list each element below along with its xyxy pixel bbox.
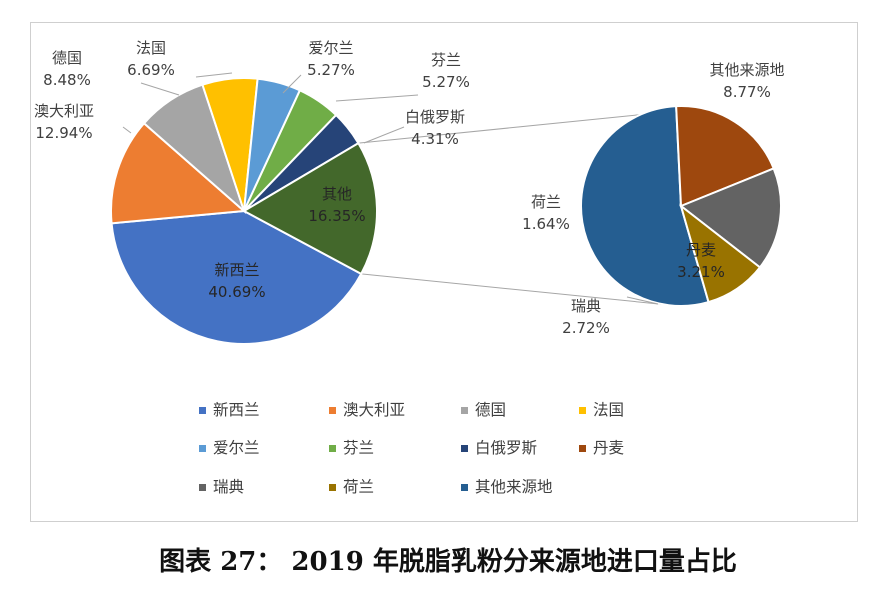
secondary-slice-e4b8b9e9baa6 — [675, 105, 775, 208]
legend-label: 芬兰 — [343, 439, 374, 457]
legend-swatch — [199, 445, 206, 452]
legend-swatch — [461, 445, 468, 452]
slice-label-e696b0e8a5bfe585b0: 新西兰 — [214, 261, 259, 279]
slice-label-e6b395e59bbd: 法国 — [136, 39, 166, 57]
legend-item-e788b1e5b094e585b0: 爱尔兰 — [199, 439, 260, 457]
leader-line-e7919ee585b8 — [626, 296, 659, 305]
slice-value-e6b395e59bbd: 6.69% — [127, 61, 175, 79]
legend-item-e585b6e4bb96e69da5e6ba90e59cb0: 其他来源地 — [461, 478, 553, 496]
legend-item-e88db7e585b0: 荷兰 — [329, 478, 374, 496]
slice-value-e6beb3e5a4a7e588a9e4ba9a: 12.94% — [35, 124, 92, 142]
secondary-slice-e7919ee585b8 — [679, 167, 782, 269]
legend-item-e88aace585b0: 芬兰 — [329, 439, 374, 457]
legend-label: 德国 — [475, 401, 506, 419]
connector-line-top — [358, 114, 641, 144]
legend-swatch — [329, 445, 336, 452]
legend-item-e7919ee585b8: 瑞典 — [199, 478, 244, 496]
main-slice-e696b0e8a5bfe585b0 — [110, 209, 363, 345]
leader-line-e88aace585b0 — [335, 94, 419, 102]
chart-frame: 新西兰 40.69% 澳大利亚 12.94% 德国 8.48% 法国 6.69% 爱尔兰 5.27… — [30, 22, 858, 522]
pie-of-pie-chart: 新西兰 40.69% 澳大利亚 12.94% 德国 8.48% 法国 6.69% 爱尔兰 5.27… — [34, 39, 785, 496]
legend-label: 法国 — [593, 401, 624, 419]
secondary-slice-e88db7e585b0 — [679, 203, 762, 304]
legend-label: 丹麦 — [593, 439, 624, 457]
legend-label: 爱尔兰 — [213, 439, 260, 457]
slice-label-e7919ee585b8: 瑞典 — [571, 297, 601, 315]
legend-item-e799bde4bf84e7bd97e696af: 白俄罗斯 — [461, 439, 537, 457]
secondary-slice-e585b6e4bb96e69da5e6ba90e59cb0 — [580, 105, 710, 307]
legend-swatch — [461, 407, 468, 414]
slice-label-e4b8b9e9baa6: 丹麦 — [686, 241, 716, 259]
leader-line-e6b395e59bbd — [195, 72, 233, 78]
slice-label-e5beb7e59bbd: 德国 — [52, 49, 82, 67]
legend-label: 新西兰 — [213, 401, 260, 419]
legend-swatch — [199, 484, 206, 491]
leader-line-e6beb3e5a4a7e588a9e4ba9a — [122, 126, 132, 134]
slice-value-e585b6e4bb96: 16.35% — [308, 207, 365, 225]
slice-value-e88aace585b0: 5.27% — [422, 73, 470, 91]
main-slice-e6beb3e5a4a7e588a9e4ba9a — [110, 121, 247, 225]
legend-item-e4b8b9e9baa6: 丹麦 — [579, 439, 624, 457]
legend-item-e5beb7e59bbd: 德国 — [461, 401, 506, 419]
slice-label-e799bde4bf84e7bd97e696af: 白俄罗斯 — [405, 108, 465, 126]
slice-label-e585b6e4bb96e69da5e6ba90e59cb0: 其他来源地 — [709, 61, 784, 79]
leader-line-e5beb7e59bbd — [140, 82, 180, 96]
leader-line-e788b1e5b094e585b0 — [282, 74, 302, 94]
slice-value-e7919ee585b8: 2.72% — [562, 319, 610, 337]
main-slice-e585b6e4bb96 — [241, 141, 378, 276]
legend-item-e696b0e8a5bfe585b0: 新西兰 — [199, 401, 260, 419]
legend-label: 荷兰 — [343, 478, 374, 496]
slice-label-e6beb3e5a4a7e588a9e4ba9a: 澳大利亚 — [34, 102, 94, 120]
slice-label-e88aace585b0: 芬兰 — [431, 51, 461, 69]
slice-value-e4b8b9e9baa6: 3.21% — [677, 263, 725, 281]
slice-label-e585b6e4bb96: 其他 — [322, 185, 352, 203]
legend-label: 白俄罗斯 — [475, 439, 537, 457]
slice-label-e88db7e585b0: 荷兰 — [531, 193, 561, 211]
legend-item-e6beb3e5a4a7e588a9e4ba9a: 澳大利亚 — [329, 401, 405, 419]
legend-item-e6b395e59bbd: 法国 — [579, 401, 624, 419]
slice-value-e585b6e4bb96e69da5e6ba90e59cb0: 8.77% — [723, 83, 771, 101]
slice-label-e788b1e5b094e585b0: 爱尔兰 — [308, 39, 353, 57]
figure-caption: 图表 27： 2019 年脱脂乳粉分来源地进口量占比 — [159, 547, 737, 577]
legend-swatch — [329, 407, 336, 414]
connector-line-bottom — [361, 273, 664, 305]
legend-swatch — [199, 407, 206, 414]
legend-swatch — [579, 445, 586, 452]
legend-label: 其他来源地 — [475, 478, 553, 496]
legend-label: 瑞典 — [213, 478, 244, 496]
leader-line-e799bde4bf84e7bd97e696af — [363, 126, 405, 144]
slice-value-e88db7e585b0: 1.64% — [522, 215, 570, 233]
slice-value-e788b1e5b094e585b0: 5.27% — [307, 61, 355, 79]
slice-value-e696b0e8a5bfe585b0: 40.69% — [208, 283, 265, 301]
legend-swatch — [461, 484, 468, 491]
slice-value-e5beb7e59bbd: 8.48% — [43, 71, 91, 89]
slice-value-e799bde4bf84e7bd97e696af: 4.31% — [411, 130, 459, 148]
legend-swatch — [329, 484, 336, 491]
legend-swatch — [579, 407, 586, 414]
legend-label: 澳大利亚 — [343, 401, 405, 419]
